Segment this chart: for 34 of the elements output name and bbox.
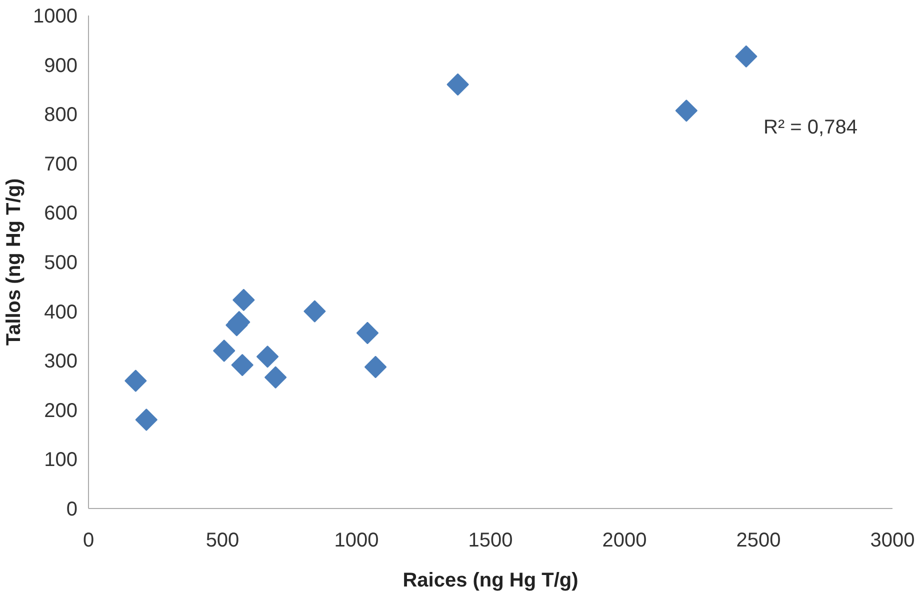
point — [232, 288, 255, 312]
y-tick-label: 500 — [44, 252, 78, 274]
point — [675, 100, 698, 122]
point — [446, 73, 469, 96]
point — [304, 300, 326, 322]
x-tick-label: 500 — [206, 530, 240, 552]
y-tick-label: 900 — [44, 54, 78, 77]
x-tick-label: 1500 — [468, 530, 513, 552]
point — [364, 356, 387, 378]
x-axis-title: Raices (ng Hg T/g) — [402, 570, 578, 592]
y-tick-label: 1000 — [33, 6, 78, 28]
y-tick-label: 700 — [44, 153, 78, 176]
point — [124, 370, 147, 392]
x-tick-label: 2000 — [602, 530, 647, 552]
y-tick-label: 100 — [44, 449, 78, 472]
point — [735, 45, 758, 68]
y-tick-label: 600 — [44, 202, 78, 225]
y-axis-title: Tallos (ng Hg T/g) — [3, 178, 26, 346]
y-tick-label: 0 — [66, 498, 78, 520]
y-tick-label: 400 — [44, 301, 78, 324]
x-tick-label: 2500 — [736, 530, 781, 552]
annotation: R² = 0,784 — [764, 116, 858, 138]
point — [264, 366, 287, 388]
x-tick-label: 1000 — [334, 530, 379, 552]
point — [231, 354, 254, 376]
point — [213, 340, 236, 362]
x-tick-label: 0 — [82, 530, 94, 552]
point — [135, 408, 158, 431]
y-tick-label: 800 — [44, 104, 78, 126]
point — [356, 322, 379, 344]
x-tick-label: 3000 — [870, 530, 915, 552]
y-tick-label: 200 — [44, 400, 78, 422]
y-tick-label: 300 — [44, 350, 78, 373]
point — [256, 346, 279, 368]
